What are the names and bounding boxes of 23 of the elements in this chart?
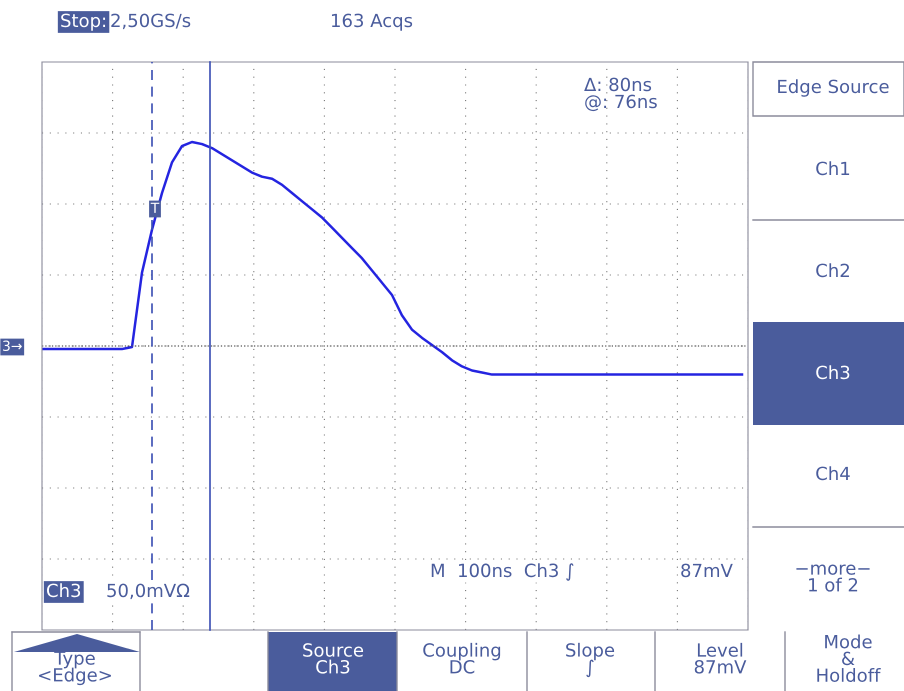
text: 2,50GS/s	[111, 14, 190, 30]
text: Stop:	[61, 14, 106, 31]
text: 163 Acqs	[332, 14, 412, 31]
text: Ch1	[816, 161, 850, 176]
text: @: 76ns	[585, 94, 657, 112]
text: Ch2	[816, 263, 849, 278]
text: Type <Edge>	[39, 651, 111, 686]
text: Slope ∫	[566, 642, 614, 678]
source-note: Source Ch3	[303, 643, 364, 674]
text: 3→	[3, 340, 22, 352]
text: Level 87mV	[694, 642, 746, 674]
text: Edge Source	[778, 79, 889, 97]
text: M 100ns Ch3 ∫	[432, 563, 574, 581]
text: Ch3	[47, 583, 80, 598]
text: Ch3	[816, 365, 850, 380]
text: Δ: 80ns	[584, 78, 652, 92]
text: −more− 1 of 2	[796, 564, 870, 592]
annotation: T	[150, 202, 160, 213]
text: 87mV	[681, 564, 733, 578]
text: 50,0mVΩ	[107, 584, 190, 600]
text: Coupling DC	[423, 642, 500, 674]
text: Mode & Holdoff	[817, 634, 881, 682]
text: Ch4	[816, 466, 850, 480]
